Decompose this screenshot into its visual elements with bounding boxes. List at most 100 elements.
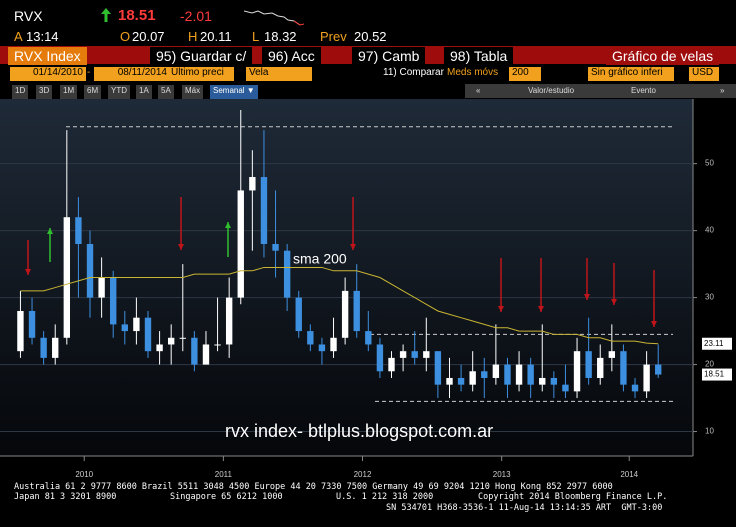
candle-body	[202, 344, 210, 365]
candle-body	[527, 364, 534, 385]
candle-body	[504, 364, 511, 385]
price-tag-label: 23.11	[704, 339, 724, 348]
x-tick-label: 2012	[354, 470, 372, 479]
candle-body	[469, 371, 476, 385]
arrow-head	[350, 244, 356, 250]
arrow-head	[25, 269, 31, 275]
candle-body	[17, 310, 24, 352]
candle-body	[295, 297, 302, 332]
field-label: A	[14, 29, 23, 44]
footer-line: Australia 61 2 9777 8600 Brazil 5511 304…	[14, 482, 613, 492]
candle-body	[411, 351, 418, 358]
range-button[interactable]: Máx	[182, 85, 204, 99]
candle-body	[620, 351, 627, 385]
collapse[interactable]: «	[476, 86, 481, 95]
tab[interactable]: 95) Guardar c/	[150, 47, 253, 65]
expand[interactable]: »	[720, 86, 725, 95]
candle-body	[63, 217, 71, 338]
range-button[interactable]: 6M	[84, 85, 102, 99]
footer-text: Singapore 65 6212 1000	[170, 492, 283, 502]
field-select[interactable]: Último preci	[168, 67, 234, 81]
candle-body	[573, 351, 581, 392]
currency[interactable]: USD	[689, 67, 719, 81]
candle-body	[376, 344, 384, 372]
range-button[interactable]: Semanal ▼	[210, 85, 258, 99]
candle-body	[562, 384, 569, 392]
footer-line: SN 534701 H368-3536-1 11-Aug-14 13:14:35…	[386, 503, 663, 513]
candle-body	[86, 244, 94, 298]
candle-body	[515, 364, 523, 385]
lower-select[interactable]: Sin gráfico inferi	[588, 67, 674, 81]
candle-body	[550, 377, 558, 385]
study[interactable]: Valor/estudio	[528, 86, 575, 95]
candle-body	[28, 310, 36, 338]
field-value: 20.07	[132, 29, 165, 44]
start-date[interactable]: 01/14/2010	[10, 67, 86, 81]
arrow-head	[584, 294, 590, 300]
candle-body	[225, 297, 233, 345]
candle-body	[655, 364, 662, 375]
candle-body	[597, 357, 604, 378]
candle-body	[353, 290, 360, 332]
sparkline	[244, 10, 304, 26]
change: -2.01	[180, 8, 212, 24]
y-tick-label: 50	[705, 159, 714, 168]
price-tag	[702, 337, 732, 350]
candle-body	[156, 344, 163, 352]
ma-period[interactable]: 200	[509, 67, 541, 81]
arrow-head	[651, 321, 657, 327]
field-label: Prev	[320, 29, 347, 44]
sma-line	[20, 266, 659, 345]
range-button[interactable]: 1A	[136, 85, 152, 99]
range-button[interactable]: 1D	[12, 85, 29, 99]
tab[interactable]: 96) Acc	[262, 47, 321, 65]
candle-body	[365, 331, 372, 345]
candle-body	[167, 337, 175, 345]
candle-body	[179, 337, 186, 339]
field-value: 20.11	[200, 29, 232, 44]
event[interactable]: Evento	[631, 86, 656, 95]
candle-body	[283, 250, 291, 298]
arrow-head	[538, 306, 544, 312]
compare[interactable]: 11) Comparar	[383, 67, 444, 78]
x-tick-label: 2011	[215, 470, 233, 479]
candle-body	[585, 351, 592, 378]
price-tag-label: 18.51	[704, 370, 725, 379]
y-tick-label: 40	[705, 226, 714, 235]
candle-body	[341, 290, 349, 338]
candle-body	[446, 377, 453, 385]
study-bar	[465, 84, 736, 98]
style-select[interactable]: Vela	[246, 67, 312, 81]
range-button[interactable]: 5A	[158, 85, 174, 99]
range-button[interactable]: 1M	[60, 85, 78, 99]
chart: 10 20 30 40 50 2010 2011 2012 2013 2014 sma 200 23.…	[0, 99, 732, 479]
security-box[interactable]: RVX Index	[8, 47, 87, 65]
arrow-head	[225, 222, 231, 228]
candle-body	[434, 351, 442, 385]
footer-text: Copyright 2014 Bloomberg Finance L.P.	[478, 492, 668, 502]
range-button[interactable]: YTD	[108, 85, 130, 99]
field-value: 20.52	[354, 29, 387, 44]
ticker: RVX	[14, 8, 43, 24]
field-value: 13:14	[26, 29, 59, 44]
candle-body	[423, 351, 430, 358]
dash: -	[87, 67, 91, 78]
arrow-head	[498, 306, 504, 312]
candle-body	[272, 244, 279, 251]
candle-body	[608, 351, 616, 358]
tab[interactable]: 97) Camb	[352, 47, 426, 65]
candle-body	[237, 190, 244, 298]
candle-body	[318, 344, 326, 352]
candle-body	[144, 317, 152, 352]
range-button[interactable]: 3D	[36, 85, 53, 99]
candle-body	[110, 277, 117, 325]
x-tick-label: 2013	[493, 470, 511, 479]
ma-label: Meds móvs	[447, 67, 499, 78]
field-value: 18.32	[264, 29, 297, 44]
arrow-head	[178, 244, 184, 250]
end-date[interactable]: 08/11/2014	[94, 67, 170, 81]
candle-body	[457, 377, 465, 385]
tab[interactable]: 98) Tabla	[444, 47, 514, 65]
candle-body	[388, 357, 395, 372]
watermark: rvx index- btlplus.blogspot.com.ar	[225, 421, 493, 441]
